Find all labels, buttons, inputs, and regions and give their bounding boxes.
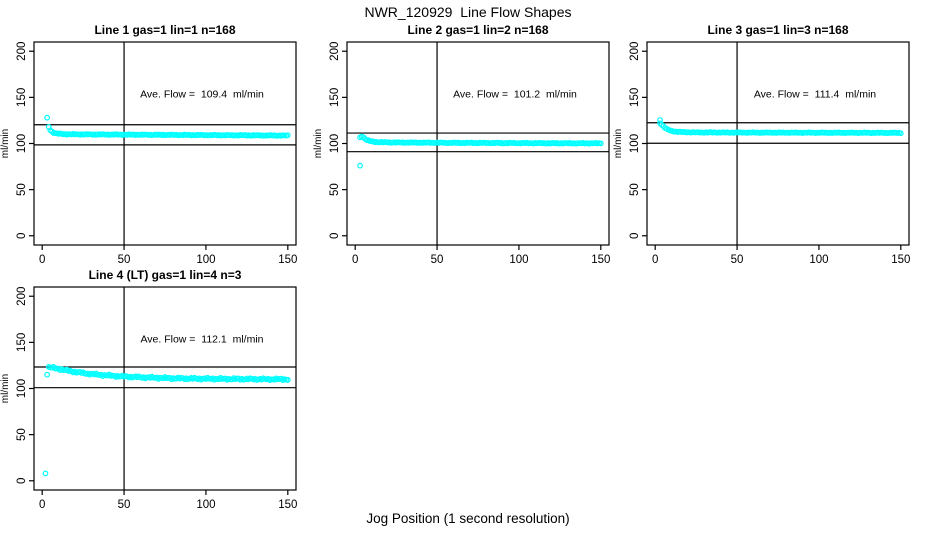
svg-text:100: 100: [196, 254, 215, 266]
svg-text:150: 150: [278, 499, 297, 511]
outlier-point: [44, 371, 50, 378]
svg-text:0: 0: [39, 499, 45, 511]
outlier-point: [42, 470, 49, 477]
panel-3: 0 50 100 150 0 50 100 150 200 ml/min Line 3 gas=1 …: [613, 23, 910, 266]
svg-text:150: 150: [16, 333, 28, 352]
plot-box: [33, 41, 297, 246]
svg-text:50: 50: [629, 183, 641, 196]
svg-text:100: 100: [809, 254, 828, 266]
svg-text:0: 0: [16, 233, 28, 239]
panel-1: 0 50 100 150 0 50 100 150 200 ml/min Line 1 gas=1 …: [0, 23, 297, 266]
svg-text:100: 100: [196, 499, 215, 511]
svg-text:150: 150: [278, 254, 297, 266]
svg-text:Line 1 gas=1 lin=1 n=168: Line 1 gas=1 lin=1 n=168: [94, 23, 235, 37]
svg-text:ml/min: ml/min: [0, 129, 11, 158]
main-title: NWR_120929 Line Flow Shapes: [364, 4, 572, 20]
svg-text:Ave. Flow = 101.2 ml/min: Ave. Flow = 101.2 ml/min: [453, 88, 577, 100]
svg-text:0: 0: [16, 478, 28, 484]
svg-text:150: 150: [891, 254, 910, 266]
data-points: [44, 114, 291, 139]
svg-text:ml/min: ml/min: [313, 129, 324, 158]
svg-text:0: 0: [352, 254, 358, 266]
svg-text:100: 100: [16, 134, 28, 153]
svg-text:0: 0: [652, 254, 658, 266]
x-axis-label: Jog Position (1 second resolution): [366, 511, 570, 526]
svg-text:50: 50: [16, 428, 28, 441]
svg-text:50: 50: [118, 499, 131, 511]
svg-text:100: 100: [16, 379, 28, 398]
svg-text:100: 100: [629, 134, 641, 153]
svg-text:Ave. Flow = 112.1 ml/min: Ave. Flow = 112.1 ml/min: [140, 333, 263, 345]
plot-box: [33, 286, 297, 491]
data-points: [657, 117, 904, 137]
svg-text:0: 0: [39, 254, 45, 266]
svg-text:ml/min: ml/min: [613, 129, 624, 158]
data-points: [357, 133, 604, 169]
svg-text:0: 0: [329, 233, 341, 239]
svg-text:200: 200: [16, 287, 28, 306]
svg-text:150: 150: [629, 88, 641, 107]
svg-text:Line 3 gas=1 lin=3 n=168: Line 3 gas=1 lin=3 n=168: [707, 23, 848, 37]
svg-text:0: 0: [629, 233, 641, 239]
svg-text:50: 50: [16, 183, 28, 196]
svg-text:50: 50: [118, 254, 131, 266]
panel-2: 0 50 100 150 0 50 100 150 200 ml/min Line 2 gas=1 …: [313, 23, 610, 266]
data-points: [42, 364, 291, 477]
svg-text:Line 4 (LT) gas=1 lin=4 n=3: Line 4 (LT) gas=1 lin=4 n=3: [89, 268, 242, 282]
svg-text:200: 200: [16, 42, 28, 61]
svg-text:100: 100: [509, 254, 528, 266]
svg-text:Line 2 gas=1 lin=2 n=168: Line 2 gas=1 lin=2 n=168: [407, 23, 548, 37]
svg-text:50: 50: [731, 254, 744, 266]
svg-text:100: 100: [329, 134, 341, 153]
svg-text:50: 50: [431, 254, 444, 266]
svg-text:150: 150: [16, 88, 28, 107]
svg-text:50: 50: [329, 183, 341, 196]
panel-4: 0 50 100 150 0 50 100 150 200 ml/min Line 4 (LT) g…: [0, 268, 297, 511]
outlier-point: [44, 114, 50, 121]
outlier-point: [357, 162, 364, 169]
outlier-point: [657, 117, 663, 123]
svg-text:150: 150: [329, 88, 341, 107]
svg-text:ml/min: ml/min: [0, 374, 11, 403]
svg-text:200: 200: [329, 42, 341, 61]
svg-text:Ave. Flow = 111.4 ml/min: Ave. Flow = 111.4 ml/min: [754, 88, 876, 100]
svg-text:Ave. Flow = 109.4 ml/min: Ave. Flow = 109.4 ml/min: [140, 88, 264, 100]
svg-text:150: 150: [591, 254, 610, 266]
svg-text:200: 200: [629, 42, 641, 61]
